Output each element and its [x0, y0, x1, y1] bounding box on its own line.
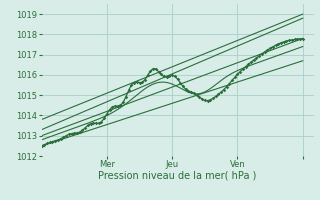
- X-axis label: Pression niveau de la mer( hPa ): Pression niveau de la mer( hPa ): [99, 171, 257, 181]
